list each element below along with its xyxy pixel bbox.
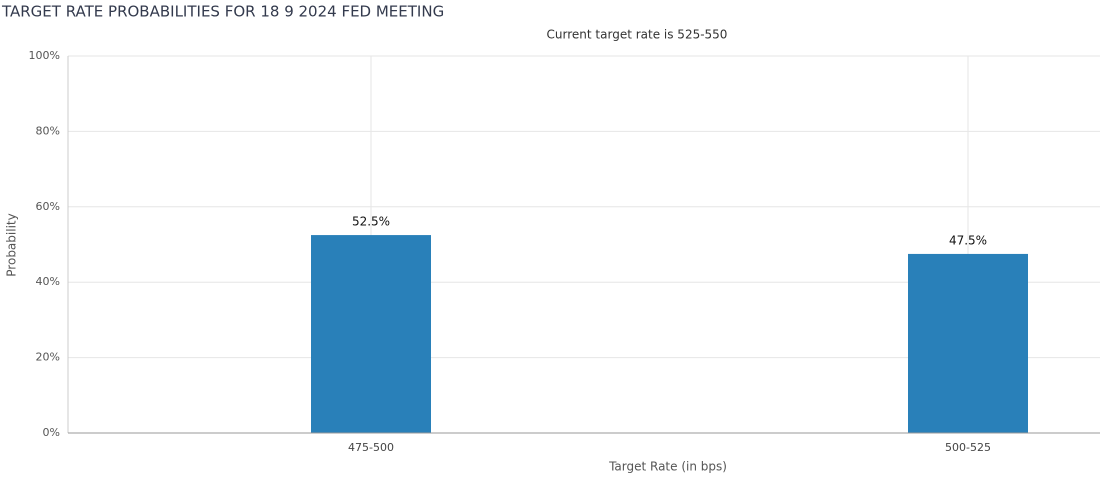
y-tick-label: 20% — [36, 351, 60, 364]
y-tick-label: 60% — [36, 200, 60, 213]
bar — [311, 235, 431, 433]
bar — [908, 253, 1028, 433]
chart-title: TARGET RATE PROBABILITIES FOR 18 9 2024 … — [1, 3, 444, 21]
x-axis-title: Target Rate (in bps) — [608, 460, 727, 474]
value-label: 52.5% — [352, 215, 390, 229]
y-axis-title: Probability — [5, 213, 19, 276]
y-tick-label: 0% — [43, 426, 60, 439]
y-tick-label: 40% — [36, 275, 60, 288]
chart-subtitle: Current target rate is 525-550 — [547, 28, 728, 42]
value-label: 47.5% — [949, 233, 987, 247]
y-tick-label: 80% — [36, 124, 60, 137]
y-tick-label: 100% — [29, 49, 60, 62]
x-tick-label: 500-525 — [945, 441, 991, 454]
x-tick-label: 475-500 — [348, 441, 394, 454]
